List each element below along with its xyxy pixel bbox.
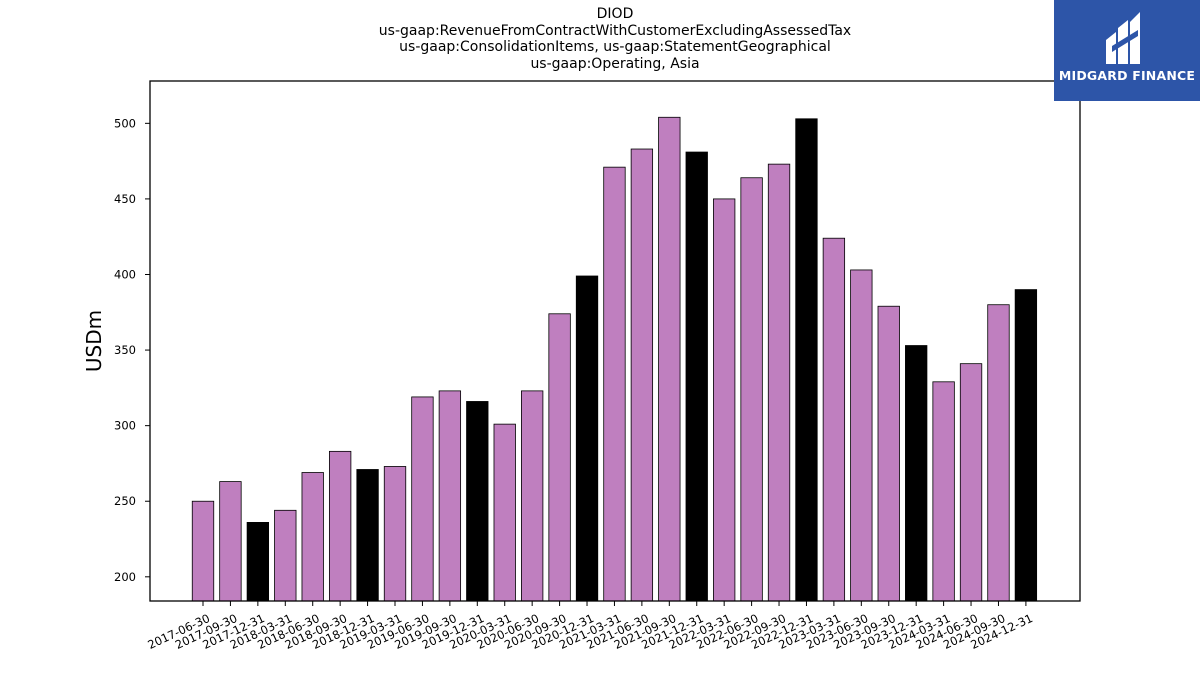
bar-2017-06-30 bbox=[191, 500, 215, 602]
bar-2019-09-30 bbox=[438, 390, 462, 602]
bar-2022-03-31 bbox=[713, 198, 736, 602]
chart-title: DIOD us-gaap:RevenueFromContractWithCust… bbox=[150, 6, 1080, 72]
bar-2019-12-31 bbox=[466, 401, 489, 602]
bar-2024-09-30 bbox=[987, 304, 1010, 602]
midgard-finance-logo: MIDGARD FINANCE bbox=[1054, 0, 1200, 101]
bar-2018-03-31 bbox=[274, 509, 297, 602]
bar-2022-06-30 bbox=[740, 177, 763, 602]
bar-2020-09-30 bbox=[548, 313, 571, 602]
y-tick-label: 500 bbox=[114, 116, 136, 130]
bar-2021-06-30 bbox=[630, 148, 654, 602]
bar-2018-12-31 bbox=[356, 469, 379, 602]
bar-2021-03-31 bbox=[603, 166, 626, 602]
y-tick-label: 450 bbox=[114, 192, 136, 206]
bar-2023-03-31 bbox=[822, 237, 846, 602]
bar-2021-09-30 bbox=[658, 116, 681, 602]
bar-2021-12-31 bbox=[685, 151, 708, 602]
bar-2017-12-31 bbox=[246, 522, 270, 602]
bar-2022-09-30 bbox=[767, 163, 791, 602]
bar-2023-06-30 bbox=[850, 269, 873, 602]
bar-2024-06-30 bbox=[959, 363, 983, 602]
title-line-axes: us-gaap:ConsolidationItems, us-gaap:Stat… bbox=[399, 39, 831, 55]
bar-2019-06-30 bbox=[411, 396, 434, 602]
bar-2018-06-30 bbox=[301, 472, 324, 602]
y-tick-label: 200 bbox=[114, 570, 136, 584]
y-tick-label: 250 bbox=[114, 494, 136, 508]
midgard-logo-icon bbox=[1106, 12, 1140, 64]
x-axis: 2017-06-302017-09-302017-12-312018-03-31… bbox=[145, 601, 1035, 652]
logo-text: MIDGARD FINANCE bbox=[1058, 68, 1196, 83]
title-line-concept: us-gaap:RevenueFromContractWithCustomerE… bbox=[378, 22, 852, 39]
bar-2017-09-30 bbox=[219, 481, 242, 602]
bar-2023-12-31 bbox=[905, 345, 928, 602]
plot-frame bbox=[149, 80, 1081, 602]
bar-2024-03-31 bbox=[932, 381, 955, 602]
y-tick-label: 400 bbox=[114, 267, 136, 281]
bar-2020-03-31 bbox=[493, 423, 516, 602]
y-axis: 200 250 300 350 400 450 500 bbox=[114, 116, 150, 584]
title-line-ticker: DIOD bbox=[596, 6, 634, 22]
y-tick-label: 300 bbox=[114, 419, 136, 433]
bar-2024-12-31 bbox=[1014, 289, 1038, 602]
bar-2022-12-31 bbox=[795, 118, 818, 602]
bar-2020-06-30 bbox=[521, 390, 544, 602]
y-tick-label: 350 bbox=[114, 343, 136, 357]
bar-2020-12-31 bbox=[575, 275, 599, 602]
bar-2018-09-30 bbox=[328, 450, 352, 602]
title-line-members: us-gaap:Operating, Asia bbox=[530, 55, 700, 72]
bars-group bbox=[191, 116, 1038, 602]
bar-2019-03-31 bbox=[383, 466, 407, 602]
bar-2023-09-30 bbox=[877, 305, 900, 602]
